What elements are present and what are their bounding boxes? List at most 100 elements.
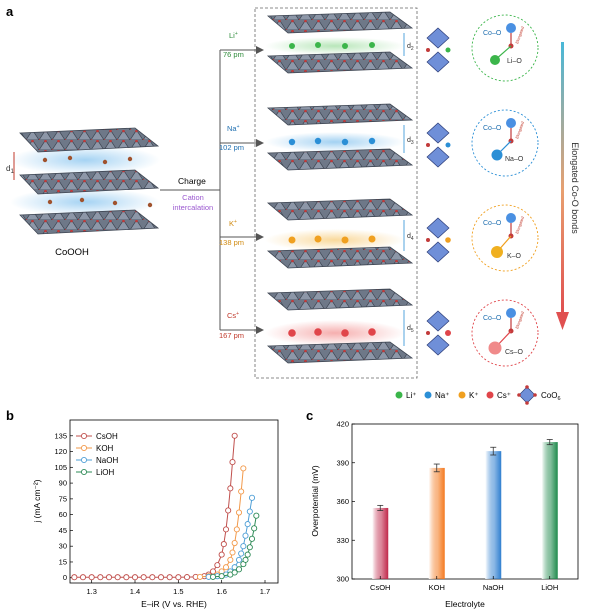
data-point-koh: [238, 488, 245, 495]
elongated-text: Elongated: [514, 216, 525, 235]
y-tick-label: 300: [336, 575, 349, 584]
plot-c-yaxis: 300 330 360 390 420: [336, 420, 355, 584]
bond-inset-na: Co–O Na–O Elongated: [471, 109, 539, 177]
elongated-arrow-label: Elongated Co-O bonds: [570, 142, 580, 234]
y-tick-label: 390: [336, 458, 349, 467]
data-point-csoh: [166, 574, 173, 581]
y-tick-label: 120: [54, 447, 67, 456]
d2-label: d2: [407, 43, 414, 52]
data-point-csoh: [229, 459, 236, 466]
bond-inset-cs: Co–O Cs–O Elongated: [471, 299, 539, 367]
data-point-csoh: [175, 574, 182, 581]
plot-c-ylabel: Overpotential (mV): [310, 465, 320, 536]
k-o-label: K–O: [507, 253, 522, 260]
panel-b: b 0 15 30 45 60 75 90 105 120 135 1.3 1.4 1.5 1.6 1.7…: [6, 408, 279, 609]
stack-na: d3: [265, 103, 414, 171]
stack-cs: d5: [265, 288, 414, 364]
cs-radius: 167 pm: [219, 331, 244, 340]
panel-c-label: c: [306, 408, 313, 423]
legend-label-koh: KOH: [96, 444, 114, 453]
elongated-text: Elongated: [514, 121, 525, 140]
panel-a-label: a: [6, 4, 14, 19]
plot-c-xlabel: Electrolyte: [445, 599, 485, 609]
x-tick-label: KOH: [429, 583, 445, 592]
legend-li: Li⁺: [406, 391, 416, 400]
plot-b-ylabel: j (mA cm⁻²): [32, 479, 42, 523]
data-point-csoh: [222, 526, 230, 533]
data-point-koh: [240, 465, 247, 472]
plot-b-xaxis: 1.3 1.4 1.5 1.6 1.7: [86, 580, 270, 596]
data-point-naoh: [242, 532, 249, 539]
k-radius: 138 pm: [219, 238, 244, 247]
data-point-koh: [196, 573, 204, 580]
data-point-csoh: [225, 507, 232, 514]
data-point-csoh: [227, 485, 234, 492]
legend-k: K⁺: [469, 391, 479, 400]
data-point-csoh: [79, 574, 87, 581]
data-point-csoh: [218, 551, 225, 558]
coo6-icon: [517, 385, 537, 405]
plot-b-yaxis: 0 15 30 45 60 75 90 105 120 135: [54, 431, 73, 582]
x-tick-label: NaOH: [483, 583, 504, 592]
data-point-lioh: [253, 512, 260, 519]
data-point-csoh: [88, 574, 95, 581]
plot-c-bars: CsOH KOH NaOH LiOH: [370, 439, 558, 592]
data-point-naoh: [244, 521, 251, 528]
cation-branch-labels: Li+ 76 pm Na+ 102 pm K+ 138 pm Cs+ 167 p…: [219, 31, 244, 340]
legend-marker-lioh: [80, 468, 88, 476]
cs-label: Cs+: [227, 311, 239, 320]
data-point-csoh: [131, 574, 139, 581]
k-label: K+: [229, 219, 237, 228]
y-tick-label: 135: [54, 431, 67, 440]
y-tick-label: 60: [59, 510, 67, 519]
data-point-lioh: [248, 535, 256, 542]
data-point-naoh: [235, 556, 243, 563]
data-point-koh: [229, 549, 236, 556]
y-tick-label: 30: [59, 542, 67, 551]
charge-branch: [160, 46, 264, 334]
co-o-label: Co–O: [483, 315, 502, 322]
panel-c: c 300 330 360 390 420 CsOH KOH NaOH LiOH Overpo…: [306, 408, 579, 609]
data-point-lioh: [209, 573, 217, 580]
na-label: Na+: [227, 124, 240, 133]
d1-label: d1: [6, 164, 14, 175]
data-point-csoh: [183, 574, 191, 581]
cs-o-label: Cs–O: [505, 349, 523, 356]
li-radius: 76 pm: [223, 50, 244, 59]
bond-inset-li: Co–O Li–O Elongated: [471, 14, 539, 82]
li-o-label: Li–O: [507, 58, 522, 65]
data-point-naoh: [238, 550, 245, 557]
layer: [266, 246, 414, 269]
data-point-csoh: [105, 574, 113, 581]
plot-b-frame: [69, 419, 279, 584]
octahedra-column: [426, 27, 451, 356]
bond-inset-k: Co–O K–O Elongated: [471, 204, 539, 272]
data-point-csoh: [114, 574, 121, 581]
bar-naoh: [485, 451, 502, 579]
cooh-layer: [19, 209, 160, 235]
intercalation-label-2: intercalation: [173, 203, 213, 212]
d5-label: d5: [407, 325, 414, 334]
d3-label: d3: [407, 137, 414, 146]
octahedron-cs: [426, 310, 451, 356]
y-tick-label: 105: [54, 463, 67, 472]
data-point-lioh: [235, 566, 243, 573]
y-tick-label: 360: [336, 497, 349, 506]
charge-label: Charge: [178, 176, 206, 186]
data-point-lioh: [246, 544, 253, 551]
stack-k: d4: [265, 198, 414, 269]
na-radius: 102 pm: [219, 143, 244, 152]
legend-marker-koh: [80, 444, 88, 452]
intercalated-structures-box: [254, 7, 418, 379]
data-point-csoh: [231, 432, 238, 439]
layer: [266, 341, 414, 364]
data-point-csoh: [149, 574, 156, 581]
data-point-csoh: [71, 574, 78, 581]
octahedron-na: [426, 122, 451, 168]
co-o-label: Co–O: [483, 220, 502, 227]
octahedron-k: [426, 217, 451, 263]
y-tick-label: 45: [59, 526, 67, 535]
panel-a: a d1 CoOOH Charge Cation int: [6, 4, 580, 405]
layer: [266, 148, 414, 171]
data-point-lioh: [231, 569, 238, 576]
